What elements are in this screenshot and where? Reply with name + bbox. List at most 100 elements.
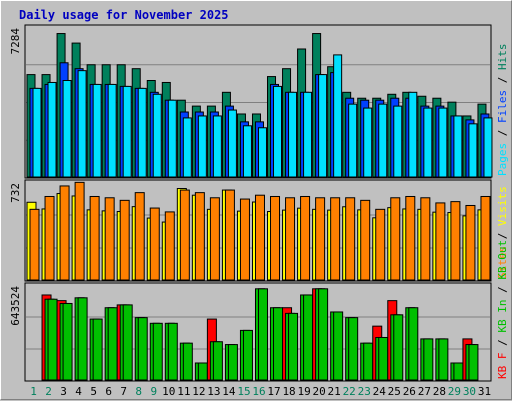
bar-pages-day-28 <box>438 107 448 178</box>
bar-kb-out-day-16 <box>257 288 268 381</box>
bar-kb-out-day-6 <box>107 307 118 381</box>
bar-kb-out-day-21 <box>333 311 344 381</box>
bar-kb-out-day-30 <box>468 344 479 381</box>
bar-kb-out-day-8 <box>137 317 148 381</box>
xtick-day-23: 23 <box>358 385 371 398</box>
bar-pages-day-1 <box>32 87 42 178</box>
xtick-day-20: 20 <box>313 385 326 398</box>
legend-hits: Hits <box>496 44 509 71</box>
xtick-day-18: 18 <box>282 385 295 398</box>
legend-pages: Pages <box>496 143 509 176</box>
xtick-day-31: 31 <box>478 385 491 398</box>
bar-pages-day-19 <box>303 91 313 178</box>
xtick-day-19: 19 <box>297 385 310 398</box>
legend-kb-f: KB F <box>496 353 509 380</box>
bar-kb-out-day-23 <box>363 342 374 381</box>
ytick-hits-files-pages: 7284 <box>9 28 22 55</box>
bar-kb-out-day-7 <box>122 304 133 381</box>
bar-kb-out-day-9 <box>152 322 163 381</box>
xtick-day-9: 9 <box>150 385 157 398</box>
legend-kb-out: KB Out <box>496 240 509 280</box>
x-axis-labels: 1 2 3 4 5 6 7 8 9 10 11 12 13 14 15 16 17 18 19 20 21 22 23 24 2… <box>30 385 491 398</box>
bar-pages-day-20 <box>318 74 328 178</box>
xtick-day-12: 12 <box>192 385 205 398</box>
xtick-day-11: 11 <box>177 385 190 398</box>
xtick-day-7: 7 <box>120 385 127 398</box>
bar-sites-day-1 <box>29 208 40 281</box>
bar-sites-day-13 <box>209 197 220 281</box>
bar-pages-day-18 <box>288 91 298 178</box>
bar-pages-day-11 <box>182 117 192 178</box>
bar-kb-out-day-4 <box>77 297 88 381</box>
bar-kb-out-day-17 <box>273 307 284 381</box>
bar-sites-day-15 <box>239 198 250 281</box>
bar-pages-day-13 <box>212 115 222 178</box>
xtick-day-4: 4 <box>75 385 82 398</box>
bar-kb-out-day-28 <box>438 338 449 381</box>
bar-sites-day-30 <box>465 204 476 281</box>
bar-kb-out-day-19 <box>303 294 314 381</box>
bar-pages-day-14 <box>227 109 237 178</box>
xtick-day-5: 5 <box>90 385 97 398</box>
bar-sites-day-5 <box>89 195 100 281</box>
legend-separator: / <box>496 70 509 90</box>
bar-sites-day-25 <box>390 197 401 281</box>
bar-pages-day-27 <box>423 107 433 178</box>
bar-pages-day-6 <box>107 83 117 178</box>
bar-kb-out-day-3 <box>62 302 73 381</box>
bar-kb-out-day-20 <box>318 288 329 381</box>
bar-pages-day-21 <box>333 54 343 178</box>
bar-sites-day-10 <box>164 211 175 281</box>
bar-kb-out-day-27 <box>423 338 434 381</box>
legend-kb-in: KB In <box>496 300 509 333</box>
bar-pages-day-31 <box>483 117 493 178</box>
bar-kb-out-day-24 <box>378 336 389 381</box>
xtick-day-16: 16 <box>252 385 265 398</box>
bar-sites-day-4 <box>74 181 85 281</box>
bar-pages-day-2 <box>47 81 57 178</box>
legend-visits-sites: Sites / Visits <box>496 186 509 279</box>
bar-sites-day-12 <box>194 192 205 281</box>
bar-pages-day-22 <box>348 103 358 178</box>
bar-pages-day-5 <box>92 83 102 178</box>
bar-sites-day-17 <box>270 195 281 281</box>
bar-sites-day-9 <box>149 207 160 281</box>
bar-pages-day-17 <box>273 85 283 178</box>
bar-pages-day-23 <box>363 107 373 178</box>
xtick-day-17: 17 <box>267 385 280 398</box>
bar-pages-day-30 <box>468 123 478 178</box>
xtick-day-28: 28 <box>433 385 446 398</box>
bar-kb-out-day-25 <box>393 314 404 381</box>
legend-separator: / <box>496 280 509 300</box>
bar-kb-out-day-22 <box>348 317 359 381</box>
bar-pages-day-29 <box>453 115 463 178</box>
xtick-day-14: 14 <box>222 385 236 398</box>
xtick-day-26: 26 <box>403 385 416 398</box>
panel-hits-files-pages: 7284 Pages / Files / Hits <box>9 24 509 179</box>
bar-kb-out-day-18 <box>288 312 299 381</box>
bar-pages-day-25 <box>393 105 403 178</box>
bar-kb-out-day-26 <box>408 307 419 381</box>
bar-sites-day-16 <box>254 194 265 281</box>
xtick-day-15: 15 <box>237 385 250 398</box>
bar-pages-day-8 <box>137 87 147 178</box>
xtick-day-30: 30 <box>463 385 476 398</box>
legend-separator: / <box>496 123 509 143</box>
chart-title: Daily usage for November 2025 <box>19 8 229 22</box>
bar-sites-day-6 <box>104 197 115 281</box>
legend-sites: Sites <box>496 246 509 279</box>
bar-kb-out-day-29 <box>453 362 464 381</box>
bar-kb-out-day-15 <box>242 329 253 381</box>
xtick-day-6: 6 <box>105 385 112 398</box>
bar-kb-out-day-11 <box>182 342 193 381</box>
xtick-day-21: 21 <box>328 385 341 398</box>
bar-sites-day-21 <box>330 197 341 281</box>
xtick-day-24: 24 <box>373 385 387 398</box>
ytick-visits-sites: 732 <box>9 183 22 203</box>
legend-separator: / <box>496 226 509 246</box>
bar-sites-day-18 <box>285 197 296 281</box>
bar-kb-out-day-13 <box>212 341 223 381</box>
legend-visits: Visits <box>496 186 509 226</box>
xtick-day-8: 8 <box>135 385 142 398</box>
